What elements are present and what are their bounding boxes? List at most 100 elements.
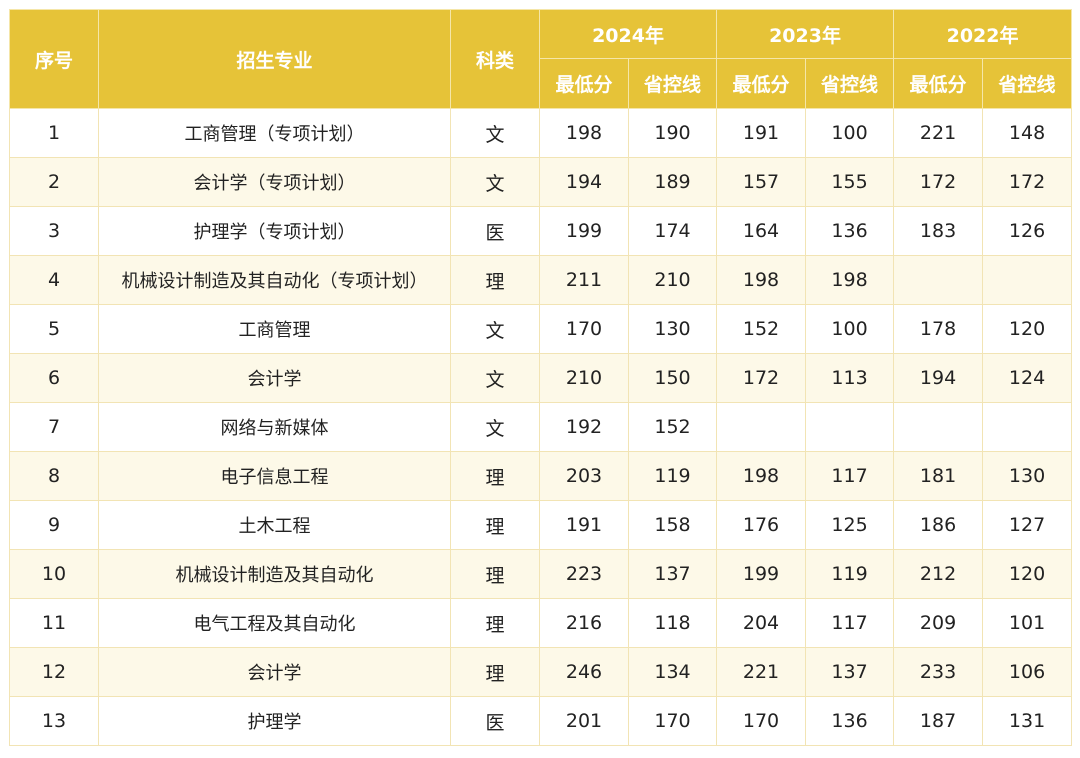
cell-min-score-2023: 152: [716, 304, 807, 354]
cell-min-score-2024: 191: [539, 500, 629, 550]
cell-min-score-2023: 157: [716, 157, 807, 207]
cell-control-line-2022: 130: [982, 451, 1073, 501]
header-min-score: 最低分: [893, 58, 984, 109]
cell-min-score-2024: 192: [539, 402, 629, 452]
cell-min-score-2022: 186: [893, 500, 984, 550]
table-row: 12 会计学理 246 134 221 137 233 106: [9, 647, 1073, 697]
table-row: 7 网络与新媒体文 192 152: [9, 402, 1073, 452]
cell-min-score-2024: 201: [539, 696, 629, 746]
cell-index: 6: [9, 353, 99, 403]
cell-control-line-2023: 198: [805, 255, 895, 305]
cell-control-line-2023: 155: [805, 157, 895, 207]
cell-control-line-2023: 136: [805, 206, 895, 256]
cell-control-line-2022: 101: [982, 598, 1073, 648]
cell-category: 文: [450, 304, 540, 354]
cell-control-line-2024: 158: [627, 500, 718, 550]
cell-control-line-2022: 120: [982, 304, 1073, 354]
cell-min-score-2023: 199: [716, 549, 807, 599]
cell-min-score-2023: 164: [716, 206, 807, 256]
cell-major: 机械设计制造及其自动化: [98, 549, 451, 599]
cell-category: 理: [450, 451, 540, 501]
cell-control-line-2023: 100: [805, 304, 895, 354]
cell-min-score-2022: [893, 402, 984, 452]
cell-major: 会计学: [98, 353, 451, 403]
cell-control-line-2023: 113: [805, 353, 895, 403]
cell-control-line-2024: 119: [627, 451, 718, 501]
cell-major: 会计学（专项计划）: [98, 157, 451, 207]
cell-major: 电子信息工程: [98, 451, 451, 501]
cell-min-score-2023: 198: [716, 451, 807, 501]
cell-min-score-2022: 212: [893, 549, 984, 599]
header-control-line: 省控线: [805, 58, 895, 109]
cell-min-score-2022: 233: [893, 647, 984, 697]
cell-min-score-2022: 209: [893, 598, 984, 648]
cell-min-score-2022: 172: [893, 157, 984, 207]
cell-min-score-2022: [893, 255, 984, 305]
cell-category: 理: [450, 549, 540, 599]
table-row: 8 电子信息工程理 203 119 198 117 181 130: [9, 451, 1073, 501]
cell-category: 理: [450, 598, 540, 648]
cell-min-score-2023: 191: [716, 108, 807, 158]
cell-category: 医: [450, 206, 540, 256]
cell-min-score-2023: [716, 402, 807, 452]
cell-min-score-2022: 187: [893, 696, 984, 746]
cell-min-score-2024: 211: [539, 255, 629, 305]
cell-min-score-2024: 223: [539, 549, 629, 599]
cell-min-score-2024: 203: [539, 451, 629, 501]
table-row: 1 工商管理（专项计划）文 198 190 191 100 221 148: [9, 108, 1073, 158]
cell-major: 护理学: [98, 696, 451, 746]
header-control-line: 省控线: [982, 58, 1073, 109]
cell-category: 理: [450, 647, 540, 697]
header-category: 科类: [450, 9, 540, 109]
cell-category: 文: [450, 402, 540, 452]
cell-min-score-2022: 194: [893, 353, 984, 403]
cell-index: 8: [9, 451, 99, 501]
cell-index: 7: [9, 402, 99, 452]
table-row: 5 工商管理文 170 130 152 100 178 120: [9, 304, 1073, 354]
cell-control-line-2024: 118: [627, 598, 718, 648]
cell-category: 理: [450, 255, 540, 305]
header-index: 序号: [9, 9, 99, 109]
cell-control-line-2022: 106: [982, 647, 1073, 697]
cell-major: 工商管理: [98, 304, 451, 354]
table-row: 3 护理学（专项计划）医 199 174 164 136 183 126: [9, 206, 1073, 256]
admission-score-table: 序号 招生专业 科类 2024年 2023年 2022年 最低分 省控线 最低分…: [9, 9, 1073, 746]
cell-control-line-2022: [982, 255, 1073, 305]
cell-control-line-2023: [805, 402, 895, 452]
cell-control-line-2022: 120: [982, 549, 1073, 599]
cell-index: 2: [9, 157, 99, 207]
header-min-score: 最低分: [539, 58, 629, 109]
cell-control-line-2022: 148: [982, 108, 1073, 158]
cell-min-score-2023: 221: [716, 647, 807, 697]
table-body: 1 工商管理（专项计划）文 198 190 191 100 221 148 2 会计学（专项计划）…: [9, 108, 1073, 746]
cell-control-line-2024: 190: [627, 108, 718, 158]
cell-control-line-2022: [982, 402, 1073, 452]
cell-min-score-2022: 178: [893, 304, 984, 354]
cell-index: 9: [9, 500, 99, 550]
cell-min-score-2023: 170: [716, 696, 807, 746]
cell-index: 3: [9, 206, 99, 256]
cell-control-line-2023: 125: [805, 500, 895, 550]
cell-min-score-2023: 204: [716, 598, 807, 648]
cell-control-line-2024: 174: [627, 206, 718, 256]
cell-major: 土木工程: [98, 500, 451, 550]
cell-major: 机械设计制造及其自动化（专项计划）: [98, 255, 451, 305]
cell-major: 护理学（专项计划）: [98, 206, 451, 256]
cell-min-score-2024: 246: [539, 647, 629, 697]
cell-major: 工商管理（专项计划）: [98, 108, 451, 158]
table-row: 11 电气工程及其自动化理 216 118 204 117 209 101: [9, 598, 1073, 648]
cell-min-score-2024: 194: [539, 157, 629, 207]
cell-index: 13: [9, 696, 99, 746]
cell-min-score-2024: 210: [539, 353, 629, 403]
cell-category: 文: [450, 157, 540, 207]
cell-control-line-2024: 130: [627, 304, 718, 354]
cell-min-score-2023: 198: [716, 255, 807, 305]
table-row: 13 护理学医 201 170 170 136 187 131: [9, 696, 1073, 746]
table-row: 2 会计学（专项计划）文 194 189 157 155 172 172: [9, 157, 1073, 207]
cell-category: 理: [450, 500, 540, 550]
cell-control-line-2024: 137: [627, 549, 718, 599]
cell-control-line-2024: 152: [627, 402, 718, 452]
cell-index: 5: [9, 304, 99, 354]
cell-control-line-2022: 172: [982, 157, 1073, 207]
cell-min-score-2024: 170: [539, 304, 629, 354]
